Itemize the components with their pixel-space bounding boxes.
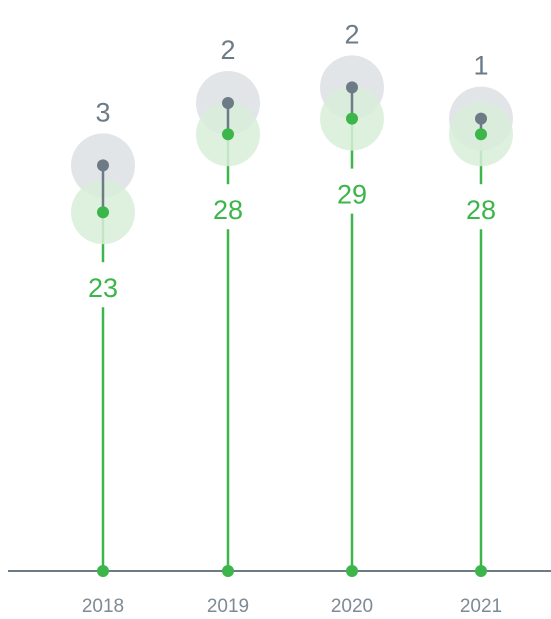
main-dot-2018 (97, 206, 109, 219)
dot-layer (97, 81, 487, 577)
label-layer: 3 23 2018 2 28 2019 2 29 2020 1 28 2021 (82, 19, 502, 617)
base-dot-2019 (222, 565, 234, 577)
main-value-label-2021: 28 (466, 195, 496, 225)
top-value-label-2018: 3 (95, 97, 110, 127)
base-dot-2018 (97, 565, 109, 577)
x-tick-label-2019: 2019 (207, 596, 249, 617)
top-dot-2020 (346, 81, 358, 94)
main-dot-2019 (222, 128, 234, 141)
top-dot-2019 (222, 97, 234, 109)
top-value-label-2019: 2 (220, 35, 235, 65)
main-dot-2021 (475, 128, 487, 141)
x-tick-label-2020: 2020 (331, 596, 373, 617)
stems-layer (101, 118, 483, 571)
main-value-label-2018: 23 (88, 273, 118, 303)
x-tick-label-2021: 2021 (460, 596, 502, 617)
main-value-label-2019: 28 (213, 195, 243, 225)
connector-layer (101, 87, 483, 213)
top-dot-2021 (475, 112, 487, 125)
x-tick-label-2018: 2018 (82, 596, 124, 617)
main-dot-2020 (346, 112, 358, 125)
top-value-label-2021: 1 (473, 51, 488, 81)
main-value-label-2020: 29 (337, 180, 367, 210)
top-dot-2018 (97, 159, 109, 172)
base-dot-2020 (346, 565, 358, 577)
halo-layer (71, 55, 513, 245)
base-dot-2021 (475, 565, 487, 577)
top-value-label-2020: 2 (344, 19, 359, 49)
